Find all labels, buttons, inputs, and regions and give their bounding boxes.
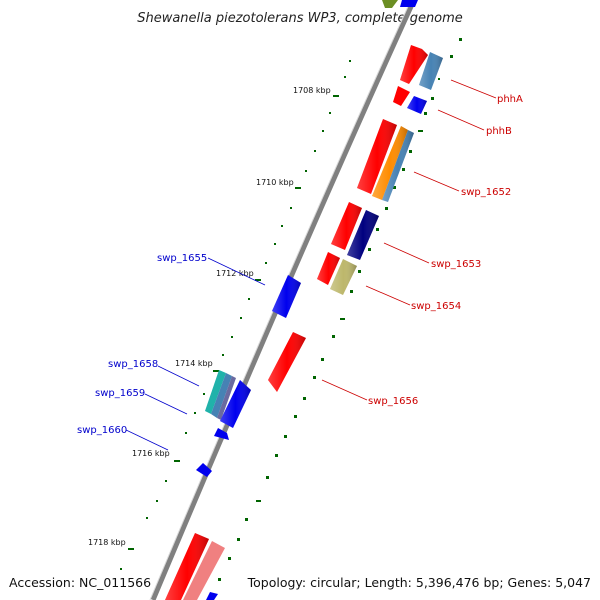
gene-swp1658[interactable] <box>205 370 226 414</box>
map-title: Shewanella piezotolerans WP3, complete g… <box>137 11 463 26</box>
accession-text: Accession: NC_011566 <box>9 575 151 590</box>
gene-label-swp1655[interactable]: swp_1655 <box>157 253 207 264</box>
gene-label-phhA[interactable]: phhA <box>497 94 523 105</box>
gene-label-swp1652[interactable]: swp_1652 <box>461 187 511 198</box>
outer-tick-ring <box>218 38 462 581</box>
gene-label-swp1654[interactable]: swp_1654 <box>411 301 461 312</box>
gene-label-swp1660[interactable]: swp_1660 <box>77 425 127 436</box>
tick-label-1716: 1716 kbp <box>132 449 170 458</box>
forward-strand-features <box>165 0 443 600</box>
gene-swp1660[interactable] <box>214 428 229 440</box>
tick-label-1710: 1710 kbp <box>256 178 294 187</box>
tick-label-1718: 1718 kbp <box>88 538 126 547</box>
left-leader-lines <box>125 257 266 451</box>
gene-label-swp1656[interactable]: swp_1656 <box>368 396 418 407</box>
gene-label-phhB[interactable]: phhB <box>486 126 512 137</box>
gene-phhA[interactable] <box>393 86 410 106</box>
gene-blue-top[interactable] <box>400 0 418 7</box>
reverse-strand-features <box>196 275 301 477</box>
tick-label-1714: 1714 kbp <box>175 359 213 368</box>
summary-text: Topology: circular; Length: 5,396,476 bp… <box>247 575 591 590</box>
right-leader-lines <box>321 79 497 401</box>
gene-salmon-bottom[interactable] <box>183 541 225 600</box>
gene-label-swp1658[interactable]: swp_1658 <box>108 359 158 370</box>
genome-backbone <box>150 0 417 600</box>
tick-label-1712: 1712 kbp <box>216 269 254 278</box>
tick-label-1708: 1708 kbp <box>293 86 331 95</box>
gene-blue-bottom-edge[interactable] <box>206 592 218 600</box>
gene-blue-small[interactable] <box>196 463 212 477</box>
genome-backbone-highlight <box>149 0 412 600</box>
inner-tick-ring <box>120 60 351 570</box>
gene-olive-top[interactable] <box>382 0 398 8</box>
gene-label-swp1659[interactable]: swp_1659 <box>95 388 145 399</box>
gene-label-swp1653[interactable]: swp_1653 <box>431 259 481 270</box>
